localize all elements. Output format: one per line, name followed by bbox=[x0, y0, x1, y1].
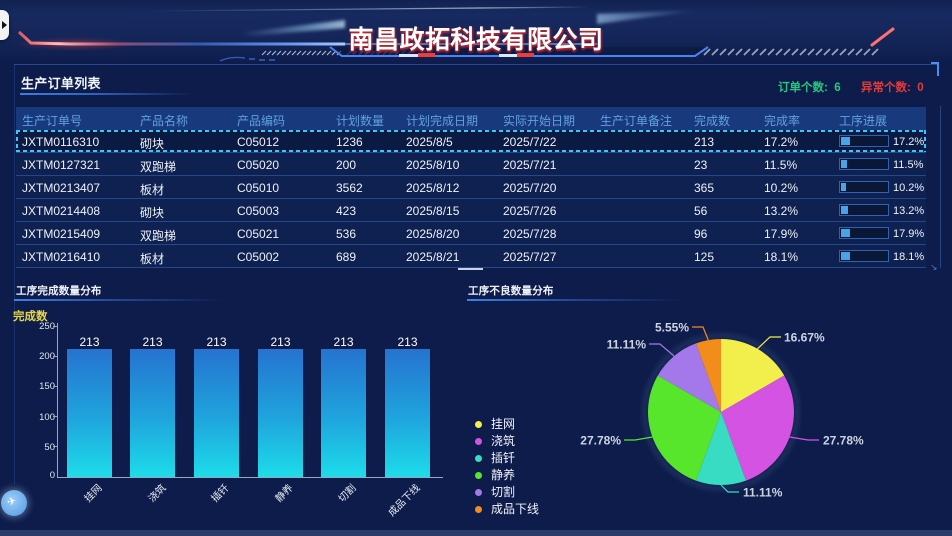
svg-text:16.67%: 16.67% bbox=[784, 331, 825, 345]
svg-text:27.78%: 27.78% bbox=[823, 434, 864, 448]
svg-text:11.11%: 11.11% bbox=[607, 338, 647, 352]
svg-text:11.11%: 11.11% bbox=[743, 486, 783, 500]
svg-text:27.78%: 27.78% bbox=[580, 434, 621, 448]
svg-text:5.55%: 5.55% bbox=[655, 321, 689, 335]
